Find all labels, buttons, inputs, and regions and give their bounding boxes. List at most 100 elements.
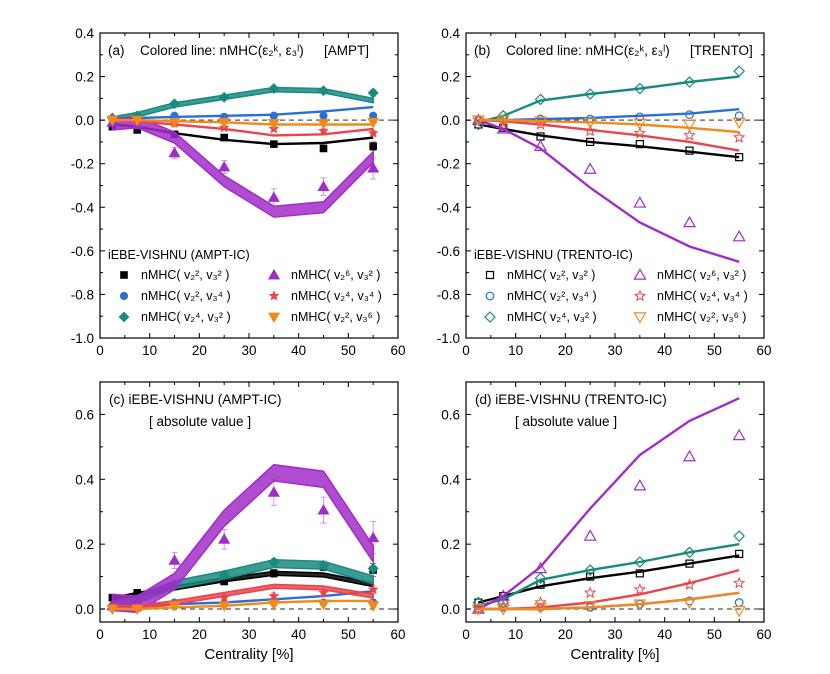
y-tick-label: -0.8 bbox=[71, 287, 94, 302]
data-point-v2v6 bbox=[732, 117, 746, 130]
data-point-v4v2 bbox=[218, 91, 230, 103]
legend-title: iEBE-VISHNU (TRENTO-IC) bbox=[474, 248, 633, 262]
data-point-v4v2 bbox=[268, 83, 280, 94]
data-point-v2v6 bbox=[732, 605, 746, 618]
data-point-v2v3 bbox=[735, 153, 744, 162]
y-tick-label: 0.0 bbox=[75, 113, 94, 128]
y-tick-label: -0.2 bbox=[71, 157, 94, 172]
line-v2v6 bbox=[478, 118, 740, 134]
x-tick-label: 60 bbox=[390, 627, 405, 642]
y-tick-label: 0.0 bbox=[441, 113, 460, 128]
data-point-v4v2 bbox=[733, 530, 746, 542]
data-point-v2v4 bbox=[685, 110, 694, 120]
data-point-v2v3 bbox=[270, 569, 278, 578]
data-point-v4v2 bbox=[534, 572, 547, 585]
x-tick-label: 60 bbox=[756, 343, 771, 358]
data-point-v2v6 bbox=[633, 118, 647, 131]
x-tick-label: 0 bbox=[96, 627, 104, 642]
data-point-v4v4 bbox=[318, 587, 329, 598]
x-tick-label: 0 bbox=[462, 627, 470, 642]
series-v2v6 bbox=[471, 115, 746, 134]
data-point-v4v4 bbox=[367, 583, 379, 595]
y-tick-label: 0.6 bbox=[441, 407, 460, 422]
band-v4v2 bbox=[111, 86, 374, 123]
data-point-v6v2 bbox=[732, 428, 746, 441]
data-point-v2v6 bbox=[131, 604, 144, 616]
data-layer bbox=[106, 463, 380, 616]
x-tick-label: 20 bbox=[558, 627, 573, 642]
x-tick-label: 30 bbox=[607, 343, 622, 358]
data-point-v2v3 bbox=[220, 133, 228, 142]
data-point-v4v4 bbox=[367, 127, 379, 138]
legend-label-v6v2: nMHC( v₂⁶, v₃² ) bbox=[657, 268, 746, 282]
data-point-v4v4 bbox=[534, 596, 547, 608]
data-point-v4v2 bbox=[318, 559, 329, 571]
x-tick-label: 10 bbox=[508, 343, 523, 358]
data-point-v4v2 bbox=[218, 569, 230, 581]
x-tick-label: 40 bbox=[291, 343, 306, 358]
data-point-v4v2 bbox=[584, 88, 597, 100]
data-point-v2v6 bbox=[218, 601, 231, 612]
legend-marker-v2v3 bbox=[485, 270, 495, 280]
x-tick-label: 20 bbox=[192, 627, 207, 642]
x-tick-label: 60 bbox=[756, 627, 771, 642]
data-point-v2v3 bbox=[319, 144, 328, 153]
data-point-v4v2 bbox=[472, 596, 485, 609]
data-point-v4v2 bbox=[633, 82, 646, 95]
data-point-v2v6 bbox=[682, 119, 697, 132]
data-point-v2v6 bbox=[267, 599, 280, 611]
y-tick-label: -0.8 bbox=[437, 287, 460, 302]
data-point-v6v2 bbox=[218, 160, 231, 172]
data-point-v4v2 bbox=[367, 563, 379, 574]
y-tick-label: 0.6 bbox=[75, 407, 94, 422]
legend-marker-v2v6 bbox=[267, 312, 281, 324]
x-tick-label: 50 bbox=[707, 627, 722, 642]
legend-label-v6v2: nMHC( v₂⁶, v₃² ) bbox=[291, 268, 380, 282]
series-v4v2 bbox=[472, 530, 746, 609]
data-point-v6v2 bbox=[267, 486, 280, 497]
line-v4v2 bbox=[478, 543, 740, 607]
data-point-v4v4 bbox=[732, 131, 746, 143]
data-point-v4v4 bbox=[633, 126, 647, 139]
data-point-v4v2 bbox=[169, 98, 180, 110]
x-tick-label: 20 bbox=[192, 343, 207, 358]
data-point-v2v6 bbox=[367, 601, 380, 612]
legend-label-v4v4: nMHC( v₂⁴, v₃⁴ ) bbox=[291, 289, 382, 303]
series-v6v2 bbox=[471, 113, 746, 263]
data-point-v4v2 bbox=[683, 546, 696, 559]
data-point-v4v4 bbox=[218, 591, 230, 603]
x-tick-label: 30 bbox=[607, 627, 622, 642]
panel-title: (c) iEBE-VISHNU (AMPT-IC) bbox=[109, 392, 282, 407]
data-point-v4v2 bbox=[472, 118, 485, 131]
x-tick-label: 10 bbox=[508, 627, 523, 642]
panel-a: 0 10 20 30 40 50 60 -1.0 -0.8 -0.6 -0.4 -0.2 0.0 0.2 0… bbox=[71, 26, 406, 358]
legend-label-v2v4: nMHC( v₂², v₃⁴ ) bbox=[141, 289, 231, 303]
legend-marker-v4v2 bbox=[118, 311, 130, 323]
data-point-v2v3 bbox=[586, 572, 595, 581]
legend-label-v2v6: nMHC( v₂², v₃⁶ ) bbox=[291, 310, 380, 324]
legend-label-v4v4: nMHC( v₂⁴, v₃⁴ ) bbox=[657, 289, 748, 303]
data-point-v2v6 bbox=[131, 115, 144, 127]
legend-marker-v4v4 bbox=[268, 290, 280, 301]
data-point-v6v2 bbox=[633, 479, 647, 491]
data-point-v2v4 bbox=[635, 112, 645, 122]
data-point-v6v2 bbox=[732, 229, 746, 242]
data-point-v2v6 bbox=[471, 604, 485, 616]
data-point-v4v4 bbox=[318, 125, 329, 136]
x-tick-label: 50 bbox=[707, 343, 722, 358]
legend: iEBE-VISHNU (AMPT-IC) nMHC( v₂², v₃² ) nMH… bbox=[108, 248, 382, 324]
data-point-v2v4 bbox=[269, 111, 278, 120]
data-point-v4v2 bbox=[318, 85, 329, 97]
y-tick-label: 0.4 bbox=[441, 26, 460, 41]
data-point-v2v4 bbox=[734, 111, 744, 121]
data-point-v6v2 bbox=[218, 533, 231, 544]
legend-marker-v2v4 bbox=[485, 291, 495, 301]
y-tick-label: -0.4 bbox=[437, 200, 461, 215]
data-point-v6v2 bbox=[367, 531, 380, 543]
data-point-v4v2 bbox=[683, 76, 696, 88]
series-v2v6 bbox=[471, 591, 746, 618]
data-point-v2v3 bbox=[635, 140, 644, 149]
data-point-v6v2 bbox=[168, 146, 181, 158]
data-point-v4v4 bbox=[683, 578, 696, 590]
y-tick-label: 0.2 bbox=[75, 537, 94, 552]
